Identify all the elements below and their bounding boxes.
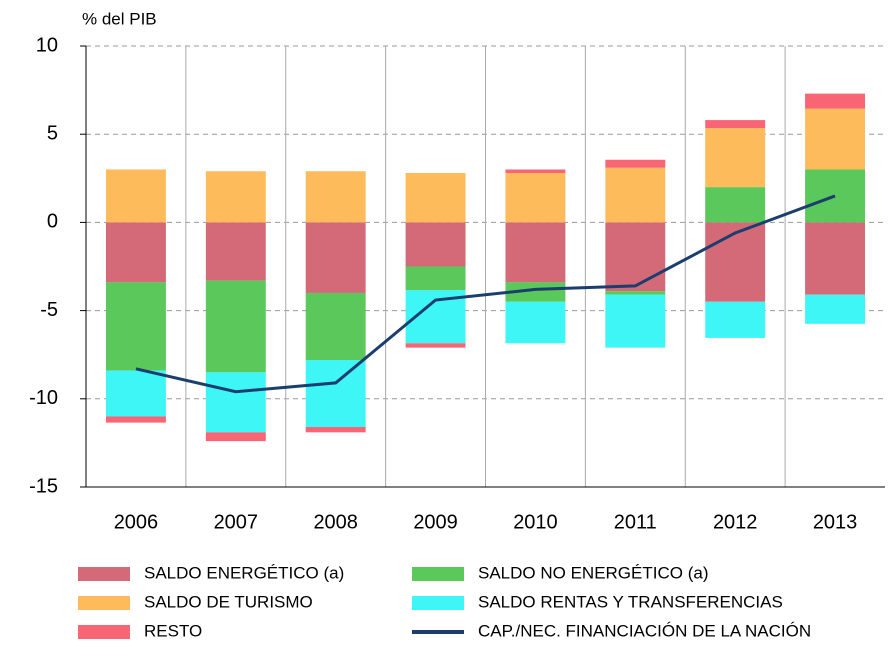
bar-segment (505, 301, 566, 344)
y-tick-label: -15 (29, 475, 58, 497)
bar-segment (405, 266, 466, 291)
bar-segment (805, 294, 866, 324)
legend-swatch (78, 596, 130, 610)
line-series (135, 194, 836, 394)
y-tick-label: 10 (36, 34, 58, 56)
y-tick-label: -10 (29, 387, 58, 409)
bar-segment (305, 292, 366, 360)
bar-segment (605, 222, 666, 292)
bar-segment (305, 171, 366, 223)
bar-segment (705, 120, 766, 129)
bar-segment (805, 222, 866, 295)
bar-segment (105, 282, 166, 371)
bar-segment (205, 372, 266, 433)
bar-segment (705, 187, 766, 223)
bar-segment (505, 169, 566, 174)
x-tick-label: 2006 (114, 511, 159, 533)
legend-label: SALDO NO ENERGÉTICO (a) (478, 563, 708, 582)
bar-segment (805, 108, 866, 170)
bar-segment (105, 222, 166, 283)
y-tick-label: 5 (47, 122, 58, 144)
legend-label: SALDO DE TURISMO (144, 592, 313, 611)
y-tick-label: 0 (47, 211, 58, 233)
bar-segment (705, 301, 766, 338)
bar-segment (505, 282, 566, 302)
y-tick-label: -5 (40, 299, 58, 321)
bar-segment (405, 222, 466, 267)
x-tick-label: 2007 (214, 511, 259, 533)
bar-segment (505, 173, 566, 223)
bar-segment (105, 169, 166, 223)
legend-swatch (78, 567, 130, 581)
bar-segment (205, 222, 266, 281)
x-tick-label: 2013 (813, 511, 858, 533)
bar-segment (405, 173, 466, 223)
legend-swatch (412, 596, 464, 610)
bar-segment (605, 167, 666, 223)
bar-segment (605, 159, 666, 168)
legend-label: SALDO RENTAS Y TRANSFERENCIAS (478, 592, 783, 611)
bar-segment (305, 427, 366, 433)
bar-segment (705, 222, 766, 302)
legend-label: CAP./NEC. FINANCIACIÓN DE LA NACIÓN (478, 621, 811, 640)
bar-segment (705, 128, 766, 188)
bar-segment (205, 432, 266, 442)
x-tick-label: 2009 (413, 511, 458, 533)
bar-segment (605, 291, 666, 295)
bar-segment (105, 370, 166, 417)
bar-segment (205, 171, 266, 223)
x-tick-label: 2008 (313, 511, 358, 533)
bar-segment (305, 222, 366, 293)
legend-label: SALDO ENERGÉTICO (a) (144, 563, 344, 582)
legend-swatch (78, 625, 130, 639)
x-tick-label: 2011 (614, 511, 657, 533)
legend-label: RESTO (144, 621, 202, 640)
x-tick-label: 2012 (713, 511, 758, 533)
bar-segment (305, 359, 366, 428)
bar-segment (505, 222, 566, 283)
bar-segment (605, 294, 666, 348)
bar-segment (205, 280, 266, 373)
y-axis-label: % del PIB (82, 9, 157, 28)
bar-segment (105, 416, 166, 423)
x-tick-label: 2010 (513, 511, 558, 533)
bar-segment (805, 93, 866, 109)
legend-swatch (412, 567, 464, 581)
bar-segment (405, 343, 466, 348)
